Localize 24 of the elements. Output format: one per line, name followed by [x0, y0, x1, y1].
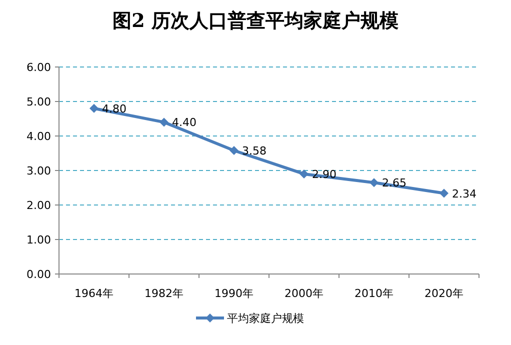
point	[370, 178, 378, 188]
y-tick-label: 0.00	[26, 268, 51, 281]
point	[300, 169, 308, 178]
x-tick-label: 2010年	[354, 287, 394, 300]
data-label: 2.34	[452, 187, 476, 200]
point	[160, 118, 168, 127]
data-label: 3.58	[242, 144, 266, 158]
x-tick-label: 1964年	[74, 287, 114, 300]
y-tick-label: 2.00	[26, 199, 51, 212]
y-tick-label: 6.00	[26, 61, 51, 74]
y-tick-label: 5.00	[26, 96, 51, 108]
y-tick-label: 1.00	[26, 234, 51, 246]
y-tick-label: 4.00	[26, 130, 51, 143]
data-label: 4.40	[172, 116, 196, 130]
legend-label: 平均家庭户规模	[227, 312, 304, 325]
x-tick-label: 2000年	[284, 287, 324, 300]
point	[230, 146, 238, 155]
chart-title: 图2 历次人口普查平均家庭户规模	[112, 10, 398, 32]
x-tick-label: 1982年	[144, 287, 184, 300]
x-tick-label: 2020年	[424, 287, 464, 300]
point	[440, 188, 448, 198]
point	[90, 104, 98, 113]
x-tick-label: 1990年	[214, 287, 254, 300]
y-tick-label: 3.00	[26, 164, 51, 178]
